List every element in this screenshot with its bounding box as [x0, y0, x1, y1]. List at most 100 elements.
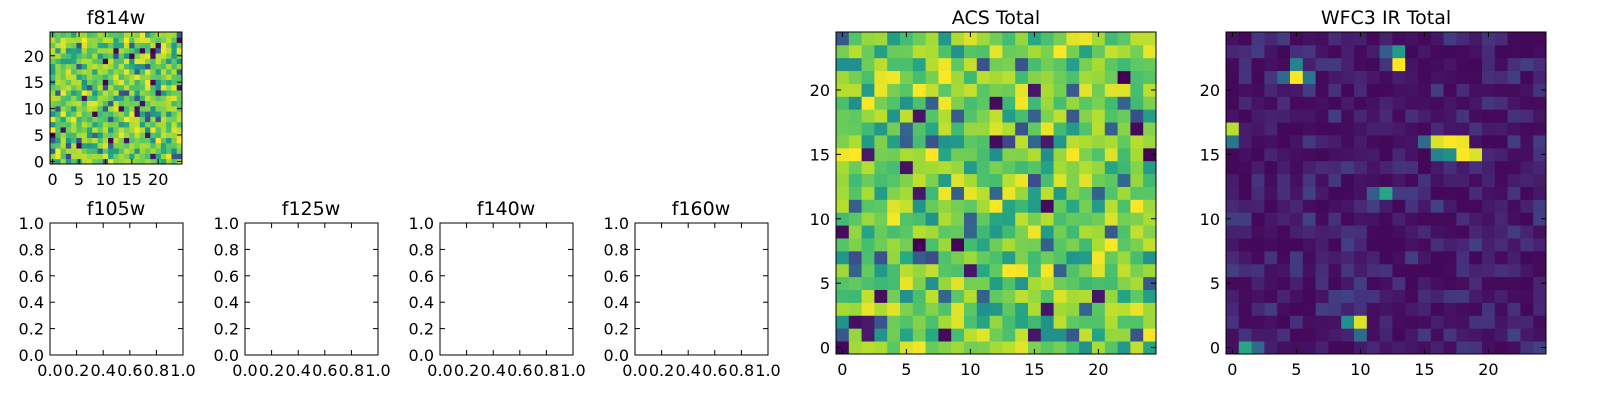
heatmap-cell [1092, 199, 1106, 213]
heatmap-cell [1226, 44, 1240, 59]
heatmap-cell [60, 116, 67, 123]
heatmap-cell [123, 74, 130, 80]
heatmap-cell [1469, 315, 1483, 329]
heatmap-cell [1104, 289, 1118, 303]
heatmap-cell [76, 42, 83, 49]
heatmap-cell [1418, 83, 1432, 97]
heatmap-cell [65, 127, 72, 133]
heatmap-cell [1405, 238, 1419, 252]
y-tick-label: 10 [1200, 210, 1220, 229]
heatmap-cell [925, 160, 939, 175]
heatmap-cell [848, 341, 862, 355]
heatmap-cell [887, 96, 901, 110]
heatmap-cell [1533, 173, 1547, 187]
heatmap-cell [1482, 328, 1496, 342]
heatmap-cell [1277, 147, 1291, 162]
heatmap-cell [55, 121, 61, 128]
heatmap-cell [1533, 289, 1547, 303]
heatmap-cell [1277, 212, 1291, 226]
heatmap-cell [1002, 70, 1016, 84]
heatmap-cell [1315, 160, 1329, 175]
heatmap-cell [1418, 57, 1432, 72]
heatmap-cell [176, 137, 183, 144]
heatmap-cell [55, 63, 61, 70]
heatmap-cell [60, 42, 67, 49]
heatmap-cell [150, 63, 156, 70]
heatmap-cell [166, 153, 172, 160]
heatmap-cell [1354, 225, 1368, 239]
heatmap-cell [874, 341, 888, 355]
heatmap-cell [97, 90, 104, 96]
x-ticks-f105w: 0.0 0.2 0.4 0.6 0.8 1.0 [37, 361, 195, 380]
heatmap-cell [97, 68, 104, 75]
heatmap-cell [129, 63, 135, 70]
heatmap-cell [113, 90, 120, 96]
heatmap-cell [925, 109, 939, 123]
heatmap-cell [92, 142, 98, 149]
heatmap-cell [1277, 225, 1291, 239]
heatmap-cell [1238, 186, 1252, 200]
heatmap-cell [1264, 302, 1278, 316]
heatmap-cell [1328, 289, 1342, 303]
heatmap-cell [1104, 315, 1118, 329]
heatmap-cell [166, 116, 172, 123]
heatmap-cell [861, 212, 875, 226]
heatmap-cell [1264, 96, 1278, 110]
heatmap-cell [139, 53, 146, 59]
heatmap-cell [976, 289, 990, 303]
heatmap-cell [1366, 212, 1380, 226]
heatmap-cell [1277, 199, 1291, 213]
heatmap-cell [150, 74, 156, 80]
heatmap-cell [1238, 147, 1252, 162]
heatmap-cell [1053, 263, 1067, 278]
heatmap-cell [86, 74, 93, 80]
heatmap-cell [139, 58, 146, 65]
heatmap-cell [912, 199, 926, 213]
heatmap-cell [1251, 250, 1265, 265]
heatmap-cell [1379, 109, 1393, 123]
heatmap-cell [171, 121, 178, 128]
heatmap-cell [1251, 122, 1265, 136]
heatmap-cell [1040, 341, 1054, 355]
heatmap-cell [166, 142, 172, 149]
heatmap-cell [1143, 276, 1157, 290]
heatmap-cell [1040, 96, 1054, 110]
heatmap-cell [976, 44, 990, 59]
heatmap-cell [1143, 250, 1157, 265]
heatmap-cell [1079, 70, 1093, 84]
heatmap-cell [92, 158, 98, 165]
heatmap-cell [60, 90, 67, 96]
x-tick-label: 5 [901, 360, 911, 379]
panel-acs-total: ACS Total 0 5 10 15 20 0 5 10 15 20 [810, 7, 1157, 379]
heatmap-cell [1405, 96, 1419, 110]
heatmap-cell [1251, 44, 1265, 59]
heatmap-cell [1430, 302, 1444, 316]
heatmap-cell [92, 153, 98, 160]
heatmap-cell [171, 153, 178, 160]
heatmap-cell [925, 186, 939, 200]
heatmap-cell [976, 109, 990, 123]
heatmap-cell [1290, 341, 1304, 355]
heatmap-cell [874, 160, 888, 175]
heatmap-cell [861, 44, 875, 59]
heatmap-cell [1053, 70, 1067, 84]
heatmap-cell [861, 96, 875, 110]
heatmap-cell [1507, 238, 1521, 252]
heatmap-cell [1238, 83, 1252, 97]
heatmap-cell [1315, 302, 1329, 316]
heatmap-cell [166, 121, 172, 128]
heatmap-cell [887, 289, 901, 303]
heatmap-cell [1443, 328, 1457, 342]
heatmap-cell [976, 250, 990, 265]
heatmap-cell [836, 315, 850, 329]
heatmap-cell [1443, 173, 1457, 187]
heatmap-cell [76, 142, 83, 149]
heatmap-cell [1379, 135, 1393, 149]
heatmap-cell [874, 250, 888, 265]
heatmap-cell [964, 57, 978, 72]
heatmap-cell [1238, 263, 1252, 278]
heatmap-cell [123, 84, 130, 91]
heatmap-cell [86, 148, 93, 154]
heatmap-cell [976, 186, 990, 200]
heatmap-cell [836, 147, 850, 162]
